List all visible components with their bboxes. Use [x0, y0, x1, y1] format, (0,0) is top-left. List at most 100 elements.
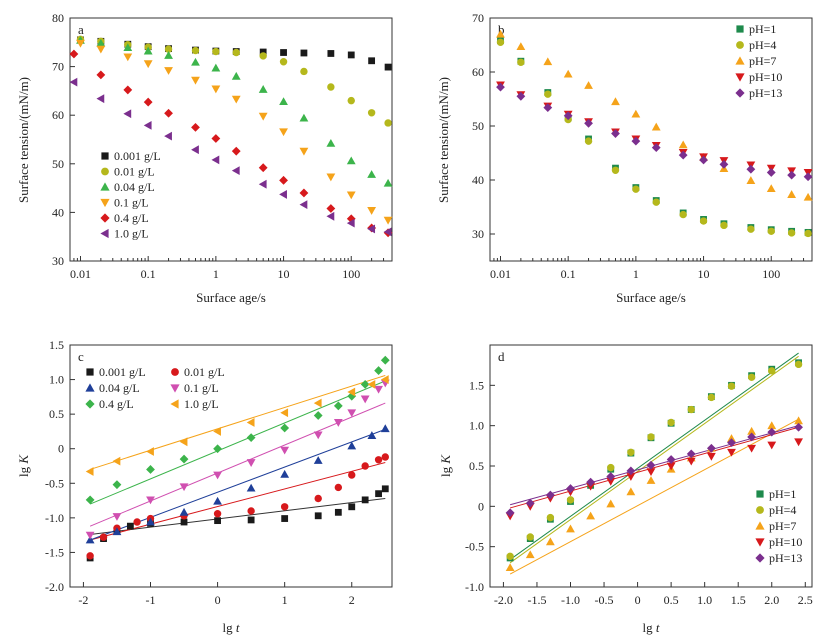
y-tick-label: 80 — [52, 11, 64, 25]
data-point — [213, 496, 222, 505]
y-tick-label: 50 — [472, 119, 484, 133]
data-point — [686, 457, 696, 466]
data-point — [143, 60, 153, 69]
data-point — [347, 391, 357, 401]
data-point — [112, 456, 121, 466]
data-point — [327, 50, 335, 57]
panel-letter: a — [78, 22, 84, 37]
data-point — [380, 424, 390, 433]
data-point — [211, 85, 221, 94]
data-point — [767, 441, 777, 450]
series-0-4-g-L — [85, 355, 390, 505]
data-point — [326, 173, 336, 182]
legend-marker — [100, 228, 109, 239]
legend-marker — [736, 25, 744, 33]
fit-line — [509, 355, 799, 564]
data-point — [279, 175, 288, 185]
data-point — [85, 467, 94, 476]
data-point — [611, 166, 620, 174]
data-point — [179, 437, 188, 447]
y-tick-label: 0.5 — [469, 459, 484, 473]
x-tick-label: 0.01 — [70, 267, 91, 281]
x-tick-label: 0 — [215, 593, 221, 607]
y-tick-label: 1.0 — [469, 419, 484, 433]
legend-marker — [171, 368, 179, 376]
data-point — [787, 229, 796, 237]
data-point — [231, 95, 241, 104]
data-point — [367, 109, 376, 117]
legend-label: pH=1 — [749, 22, 776, 36]
data-point — [231, 71, 241, 80]
data-point — [767, 227, 775, 235]
data-point — [279, 190, 287, 199]
legend-marker — [85, 383, 95, 392]
data-point — [112, 480, 122, 490]
data-point — [211, 63, 221, 72]
data-point — [334, 508, 342, 516]
data-point — [611, 97, 620, 106]
data-point — [666, 462, 676, 471]
series-0-01-g-L — [86, 453, 389, 560]
data-point — [361, 462, 369, 470]
data-point — [313, 411, 323, 420]
data-point — [112, 513, 122, 521]
y-tick-label: 50 — [52, 157, 64, 171]
y-tick-label: 0 — [478, 499, 484, 513]
data-point — [313, 398, 322, 408]
y-tick-label: -2.0 — [45, 580, 64, 594]
data-point — [214, 517, 221, 525]
data-point — [368, 57, 376, 65]
data-point — [346, 218, 355, 228]
data-point — [164, 131, 172, 141]
y-tick-label: 1.0 — [49, 373, 64, 387]
y-tick-label: -0.5 — [45, 476, 64, 490]
data-point — [146, 517, 155, 526]
data-point — [280, 469, 290, 478]
data-point — [666, 455, 676, 464]
data-point — [525, 498, 535, 508]
data-point — [123, 43, 133, 52]
data-point — [626, 487, 636, 496]
x-tick-label: 100 — [762, 267, 780, 281]
data-point — [347, 387, 356, 397]
data-point — [300, 67, 308, 76]
legend-marker — [100, 198, 110, 208]
legend-label: 0.1 g/L — [184, 381, 219, 395]
legend-marker — [86, 368, 94, 376]
legend-label: pH=13 — [749, 86, 782, 100]
data-point — [747, 373, 756, 381]
data-point — [563, 69, 573, 78]
data-point — [179, 483, 189, 492]
data-point — [707, 393, 716, 402]
data-point — [706, 452, 716, 461]
x-tick-label: -1.0 — [561, 593, 580, 607]
x-tick-label: -1 — [146, 593, 156, 607]
data-point — [626, 466, 636, 476]
panel-c: -2 -1 0 1 2 -2.0 -1.5 -1.0 -0.5 0 0.5 1.0 1.5 lg t lg … — [16, 338, 393, 635]
data-point — [794, 438, 803, 447]
legend-marker — [735, 56, 745, 65]
y-axis-label: lg K — [16, 454, 31, 477]
data-point — [280, 423, 290, 433]
data-point — [367, 224, 376, 234]
data-point — [279, 97, 288, 105]
data-point — [69, 49, 79, 59]
data-point — [506, 552, 514, 561]
data-point — [794, 422, 803, 432]
data-point — [787, 170, 797, 180]
x-tick-label: 0.01 — [490, 267, 511, 281]
data-point — [646, 476, 656, 484]
data-point — [164, 67, 173, 75]
panel-letter: d — [498, 349, 505, 364]
legend-marker — [735, 88, 745, 98]
data-point — [346, 191, 356, 200]
series-pH-4 — [496, 38, 812, 238]
data-point — [259, 48, 267, 56]
y-axis-label: lg K — [438, 454, 453, 477]
data-point — [211, 155, 220, 165]
data-point — [631, 136, 641, 146]
data-point — [231, 146, 241, 156]
data-point — [143, 97, 153, 107]
data-point — [611, 129, 620, 138]
data-point — [586, 477, 596, 487]
